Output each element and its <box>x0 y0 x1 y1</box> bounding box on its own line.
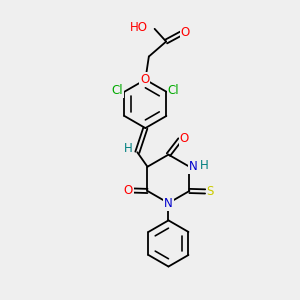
Text: S: S <box>206 185 214 198</box>
Text: Cl: Cl <box>167 84 179 97</box>
Text: O: O <box>140 73 149 86</box>
Text: O: O <box>124 184 133 197</box>
Text: H: H <box>124 142 133 155</box>
Text: H: H <box>200 159 208 172</box>
Text: N: N <box>164 196 173 210</box>
Text: HO: HO <box>130 21 148 34</box>
Text: N: N <box>189 160 198 173</box>
Text: O: O <box>181 26 190 39</box>
Text: Cl: Cl <box>112 84 123 97</box>
Text: O: O <box>179 132 189 145</box>
